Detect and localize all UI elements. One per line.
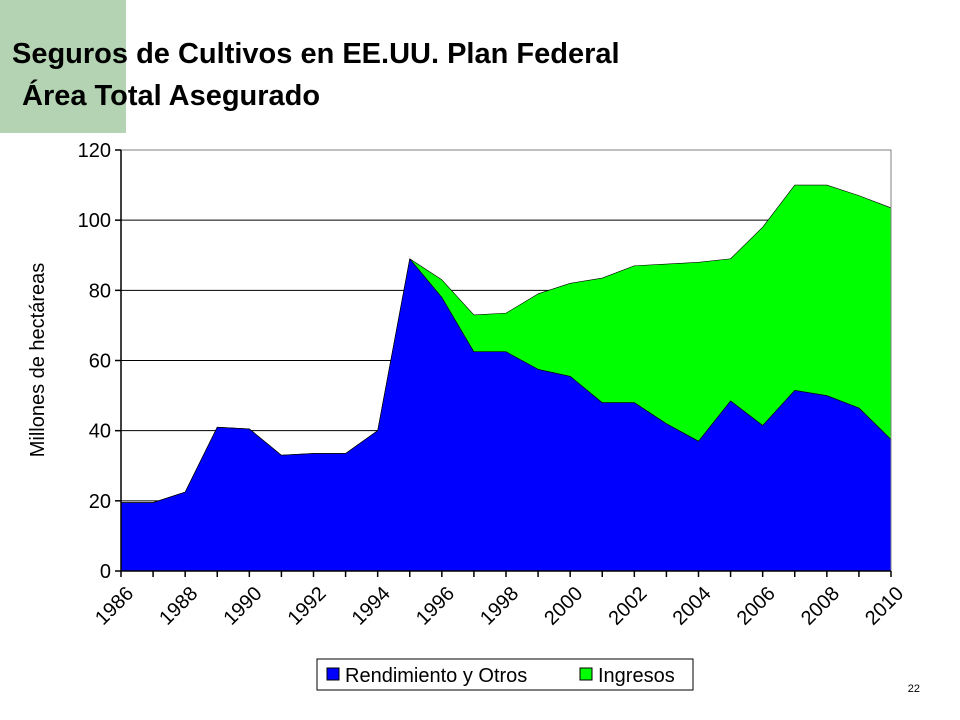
y-tick-label: 60: [89, 351, 111, 373]
x-tick-label: 2002: [604, 583, 651, 630]
legend: Rendimiento y Otros Ingresos: [316, 658, 694, 691]
page-number: 22: [907, 683, 920, 695]
y-tick-label: 0: [100, 561, 111, 583]
x-tick-label: 2010: [861, 583, 908, 630]
y-tick-label: 20: [89, 491, 111, 513]
x-tick-label: 1996: [412, 583, 459, 630]
x-tick-label: 2004: [669, 583, 716, 630]
slide-title-line-2: Área Total Asegurado: [22, 80, 321, 112]
y-axis-label: Millones de hectáreas: [27, 263, 49, 458]
x-tick-label: 1990: [219, 583, 266, 630]
y-tick-label: 120: [78, 140, 111, 162]
x-tick-label: 1998: [476, 583, 523, 630]
legend-swatch: [579, 667, 593, 681]
x-tick-label: 1992: [284, 583, 331, 630]
x-tick-label: 1986: [91, 583, 138, 630]
legend-label: Rendimiento y Otros: [345, 665, 527, 687]
x-tick-label: 2006: [733, 583, 780, 630]
x-tick-labels: 1986 1988 1990 1992 1994 1996 1998 2000 2002 2004…: [91, 583, 908, 630]
y-tick-label: 100: [78, 210, 111, 232]
y-tick-labels: 0 20 40 60 80 100 120: [78, 140, 111, 583]
title-accent-block: [0, 0, 126, 133]
x-tick-label: 2000: [540, 583, 587, 630]
x-tick-label: 1994: [348, 583, 395, 630]
axes: [115, 149, 892, 577]
x-tick-label: 1988: [155, 583, 202, 630]
slide-title-line-1: Seguros de Cultivos en EE.UU. Plan Feder…: [12, 38, 620, 70]
legend-label: Ingresos: [598, 665, 675, 687]
y-tick-label: 80: [89, 280, 111, 302]
legend-box: [316, 658, 694, 691]
legend-swatch: [326, 667, 340, 681]
y-tick-label: 40: [89, 421, 111, 443]
x-tick-label: 2008: [797, 583, 844, 630]
